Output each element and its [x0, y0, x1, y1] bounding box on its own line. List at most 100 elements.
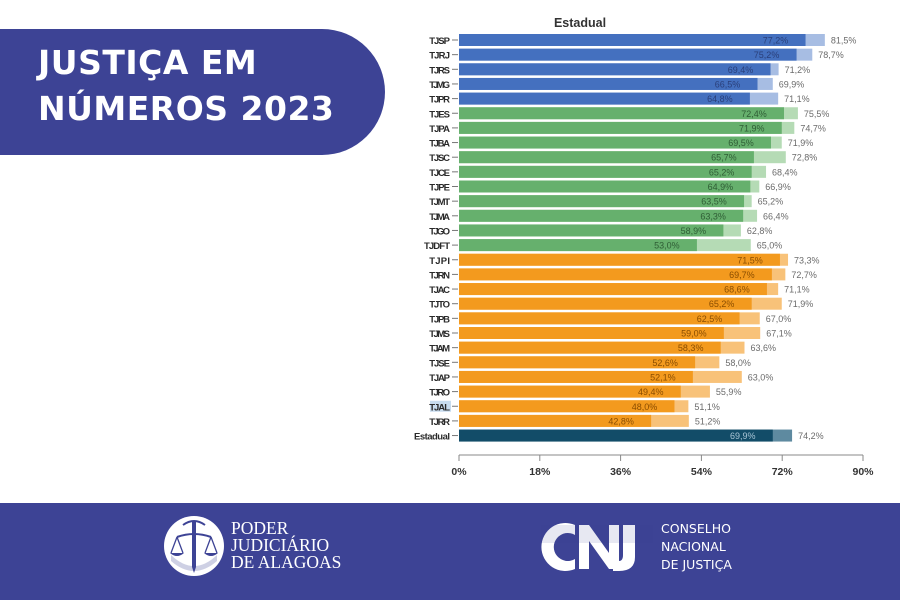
- data-label-secondary-tjpb: 67,0%: [766, 314, 792, 324]
- data-label-primary-tjap: 52,1%: [650, 372, 676, 382]
- pj-logo-line-2: JUDICIÁRIO: [231, 535, 330, 555]
- data-label-secondary-tjpi: 73,3%: [794, 255, 820, 265]
- data-label-primary-tjrn: 69,7%: [729, 270, 755, 280]
- bar-primary-tjmg: [459, 77, 758, 90]
- bar-primary-tjba: [459, 136, 771, 149]
- cnj-logo-icon: [541, 515, 653, 579]
- data-label-secondary-tjpa: 74,7%: [800, 123, 826, 133]
- data-label-primary-tjrr: 42,8%: [608, 416, 634, 426]
- data-label-primary-tjse: 52,6%: [652, 358, 678, 368]
- data-label-primary-tjce: 65,2%: [709, 167, 735, 177]
- bar-primary-tjma: [459, 209, 744, 222]
- data-label-primary-tjto: 65,2%: [709, 299, 735, 309]
- data-label-secondary-tjma: 66,4%: [763, 211, 789, 221]
- data-label-secondary-tjto: 71,9%: [788, 299, 814, 309]
- data-label-secondary-tjrn: 72,7%: [791, 270, 817, 280]
- x-tick-label: 0%: [451, 466, 467, 478]
- data-label-secondary-tjal: 51,1%: [694, 402, 720, 412]
- data-label-secondary-tjrr: 51,2%: [695, 416, 721, 426]
- bar-chart: Estadual TJSP 77,2% 81,5% TJRJ 75,2% 78,7% TJR…: [414, 16, 874, 478]
- category-highlight: [430, 400, 451, 412]
- x-tick-label: 36%: [610, 466, 632, 478]
- bar-primary-tjgo: [459, 224, 724, 237]
- bar-primary-tjmt: [459, 195, 745, 208]
- bar-primary-tjpb: [459, 312, 740, 325]
- bar-primary-tjdft: [459, 239, 697, 252]
- category-label-tjba: TJBA: [429, 139, 450, 150]
- category-label-tjmt: TJMT: [429, 197, 450, 208]
- category-label-tjrn: TJRN: [429, 270, 450, 281]
- category-label-tjpr: TJPR: [429, 95, 450, 106]
- data-label-primary-tjrj: 75,2%: [754, 50, 780, 60]
- data-label-secondary-tjpr: 71,1%: [784, 94, 810, 104]
- bar-primary-tjse: [459, 356, 696, 369]
- pj-logo-text: PODER JUDICIÁRIO DE ALAGOAS: [231, 518, 342, 572]
- data-label-primary-tjro: 49,4%: [638, 387, 664, 397]
- bar-primary-tjrj: [459, 48, 797, 61]
- data-label-secondary-tjdft: 65,0%: [757, 241, 783, 251]
- bar-primary-tjce: [459, 165, 752, 178]
- pj-logo-line-1: PODER: [231, 518, 289, 538]
- chart-svg: Estadual TJSP 77,2% 81,5% TJRJ 75,2% 78,7% TJR…: [414, 16, 874, 478]
- data-label-secondary-tjro: 55,9%: [716, 387, 742, 397]
- data-label-secondary-tjsp: 81,5%: [831, 36, 857, 46]
- bar-primary-tjsp: [459, 34, 806, 46]
- category-label-tjrr: TJRR: [429, 417, 450, 428]
- bar-primary-tjpe: [459, 180, 751, 193]
- category-label-tjce: TJCE: [429, 168, 450, 179]
- bar-primary-tjms: [459, 327, 724, 339]
- bar-primary-tjes: [459, 107, 784, 120]
- x-tick-label: 18%: [529, 466, 551, 478]
- title-banner: JUSTIÇA EM NÚMEROS 2023: [0, 29, 385, 155]
- data-label-primary-tjpb: 62,5%: [697, 314, 723, 324]
- bar-primary-tjsc: [459, 151, 754, 164]
- data-label-secondary-tjba: 71,9%: [788, 138, 814, 148]
- cnj-logo-text: CONSELHO NACIONAL DE JUSTIÇA: [661, 520, 732, 574]
- footer: PODER JUDICIÁRIO DE ALAGOAS CONSELHO NAC…: [0, 503, 900, 600]
- pj-logo-line-3: DE ALAGOAS: [231, 552, 342, 572]
- category-label-tjap: TJAP: [429, 373, 450, 384]
- data-label-secondary-tjse: 58,0%: [725, 358, 751, 368]
- category-label-estadual: Estadual: [414, 432, 450, 443]
- category-label-tjam: TJAM: [429, 344, 450, 355]
- category-label-tjpe: TJPE: [429, 183, 450, 194]
- data-label-primary-tjpa: 71,9%: [739, 123, 765, 133]
- x-axis: 0% 18% 36% 54% 72% 90%: [451, 454, 874, 478]
- category-label-tjpb: TJPB: [429, 314, 450, 325]
- data-label-secondary-tjmg: 69,9%: [779, 79, 805, 89]
- category-label-tjes: TJES: [429, 109, 450, 120]
- bar-primary-tjto: [459, 297, 752, 310]
- data-label-primary-tjpi: 71,5%: [737, 255, 763, 265]
- data-label-secondary-estadual: 74,2%: [798, 431, 824, 441]
- data-label-primary-tjal: 48,0%: [632, 402, 658, 412]
- data-label-secondary-tjce: 68,4%: [772, 167, 798, 177]
- data-label-primary-estadual: 69,9%: [730, 431, 756, 441]
- category-label-tjdft: TJDFT: [424, 241, 450, 252]
- data-label-primary-tjpr: 64,8%: [707, 94, 733, 104]
- data-label-primary-tjrs: 69,4%: [728, 65, 754, 75]
- x-tick-label: 54%: [691, 466, 713, 478]
- category-label-tjsp: TJSP: [429, 36, 450, 47]
- data-label-primary-tjam: 58,3%: [678, 343, 704, 353]
- scales-of-justice-icon: [163, 515, 225, 577]
- bar-primary-tjrr: [459, 414, 652, 427]
- data-label-primary-tjma: 63,3%: [700, 211, 726, 221]
- cnj-logo-line-3: DE JUSTIÇA: [661, 557, 732, 572]
- banner-title-line-2: NÚMEROS 2023: [38, 89, 335, 128]
- data-label-secondary-tjam: 63,6%: [750, 343, 776, 353]
- data-label-secondary-tjpe: 66,9%: [765, 182, 791, 192]
- category-label-tjma: TJMA: [429, 212, 450, 223]
- bar-primary-tjro: [459, 385, 681, 398]
- cnj-logo-line-1: CONSELHO: [661, 521, 731, 536]
- data-label-primary-tjmt: 63,5%: [701, 197, 727, 207]
- data-label-secondary-tjap: 63,0%: [748, 372, 774, 382]
- bar-primary-tjal: [459, 400, 675, 413]
- data-label-secondary-tjms: 67,1%: [766, 329, 792, 339]
- category-label-tjto: TJTO: [429, 300, 450, 311]
- data-label-primary-tjgo: 58,9%: [681, 226, 707, 236]
- bar-primary-tjpa: [459, 121, 782, 134]
- category-label-tjrj: TJRJ: [429, 51, 450, 62]
- data-label-secondary-tjmt: 65,2%: [758, 197, 784, 207]
- data-label-primary-tjms: 59,0%: [681, 329, 707, 339]
- category-label-tjmg: TJMG: [429, 80, 450, 91]
